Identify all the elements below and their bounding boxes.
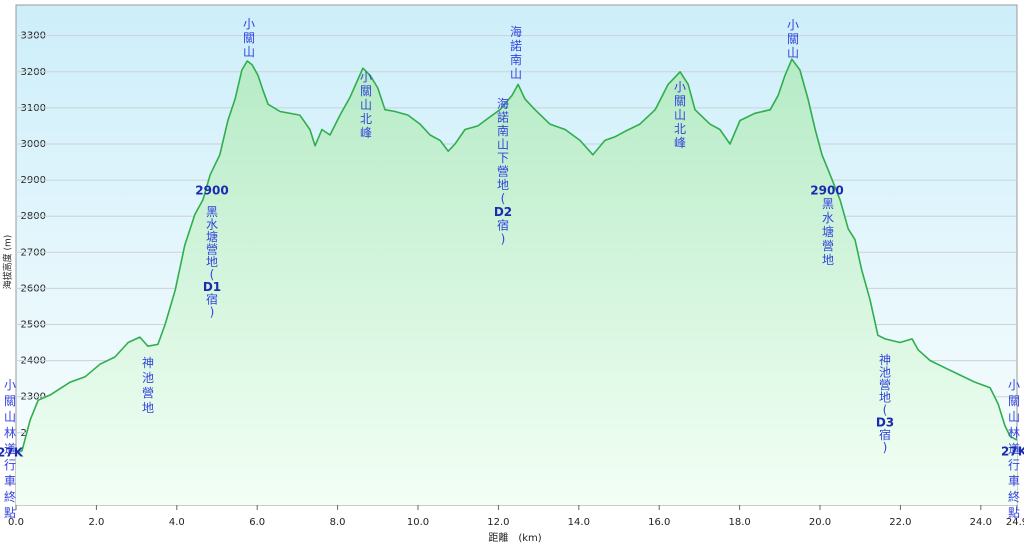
x-tick-label: 12.0 xyxy=(487,517,509,528)
annotation: 小關山北峰 xyxy=(360,70,372,140)
annotation: 小關山北峰 xyxy=(674,80,686,150)
annotation: 2900 xyxy=(195,184,228,198)
annotation: 小關山林道行車終點 xyxy=(1008,378,1020,520)
x-tick-label: 16.0 xyxy=(648,517,670,528)
x-tick-label: 8.0 xyxy=(330,517,346,528)
annotation: 海諾南山下營地(D2 宿) xyxy=(494,96,512,246)
x-tick-label: 2.0 xyxy=(88,517,104,528)
x-tick-label: 18.0 xyxy=(728,517,750,528)
x-tick-label: 22.0 xyxy=(889,517,911,528)
annotation: 黑水塘營地(D1 宿) xyxy=(203,205,221,319)
x-tick-label: 14.0 xyxy=(568,517,590,528)
annotation: 2900 xyxy=(810,184,843,198)
area-fill xyxy=(16,59,1017,505)
annotation: 小關山 xyxy=(787,18,799,60)
x-tick-label: 20.0 xyxy=(809,517,831,528)
annotation: 27K xyxy=(1001,445,1024,459)
x-tick-label: 0.0 xyxy=(8,517,24,528)
annotation: 小關山 xyxy=(243,17,255,59)
x-axis-label: 距離 (km) xyxy=(488,531,541,544)
elevation-line xyxy=(15,58,1018,454)
x-tick-label: 10.0 xyxy=(407,517,429,528)
annotation: 神池營地(D3 宿) xyxy=(876,353,894,455)
annotation: 神池營地 xyxy=(142,356,154,415)
x-tick-label: 24.9 xyxy=(1006,517,1024,528)
x-tick-label: 24.0 xyxy=(970,517,992,528)
x-tick-label: 6.0 xyxy=(249,517,265,528)
annotation: 海諾南山 xyxy=(510,24,522,81)
annotation: 黑水塘營地 xyxy=(822,197,834,267)
annotation: 小關山林道行車終點 xyxy=(4,378,16,520)
y-axis-label: 海拔高度 (m) xyxy=(2,235,14,290)
x-tick-label: 4.0 xyxy=(169,517,185,528)
annotation: 27K xyxy=(0,446,24,460)
